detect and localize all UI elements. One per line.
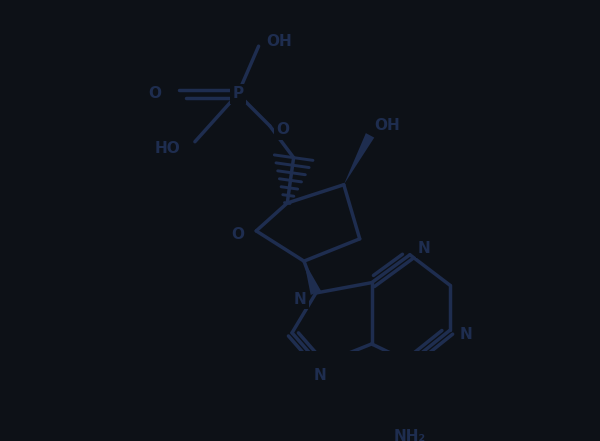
Text: HO: HO xyxy=(155,141,181,156)
Text: N: N xyxy=(293,292,307,307)
Text: N: N xyxy=(314,368,326,383)
Text: N: N xyxy=(418,241,431,256)
Text: N: N xyxy=(459,327,472,342)
Text: OH: OH xyxy=(374,118,400,133)
Text: O: O xyxy=(148,86,161,101)
Text: O: O xyxy=(231,228,244,243)
Text: OH: OH xyxy=(266,34,292,49)
Polygon shape xyxy=(304,261,321,295)
Text: NH₂: NH₂ xyxy=(394,429,426,441)
Polygon shape xyxy=(344,133,374,185)
Text: O: O xyxy=(276,122,289,137)
Text: P: P xyxy=(232,86,244,101)
